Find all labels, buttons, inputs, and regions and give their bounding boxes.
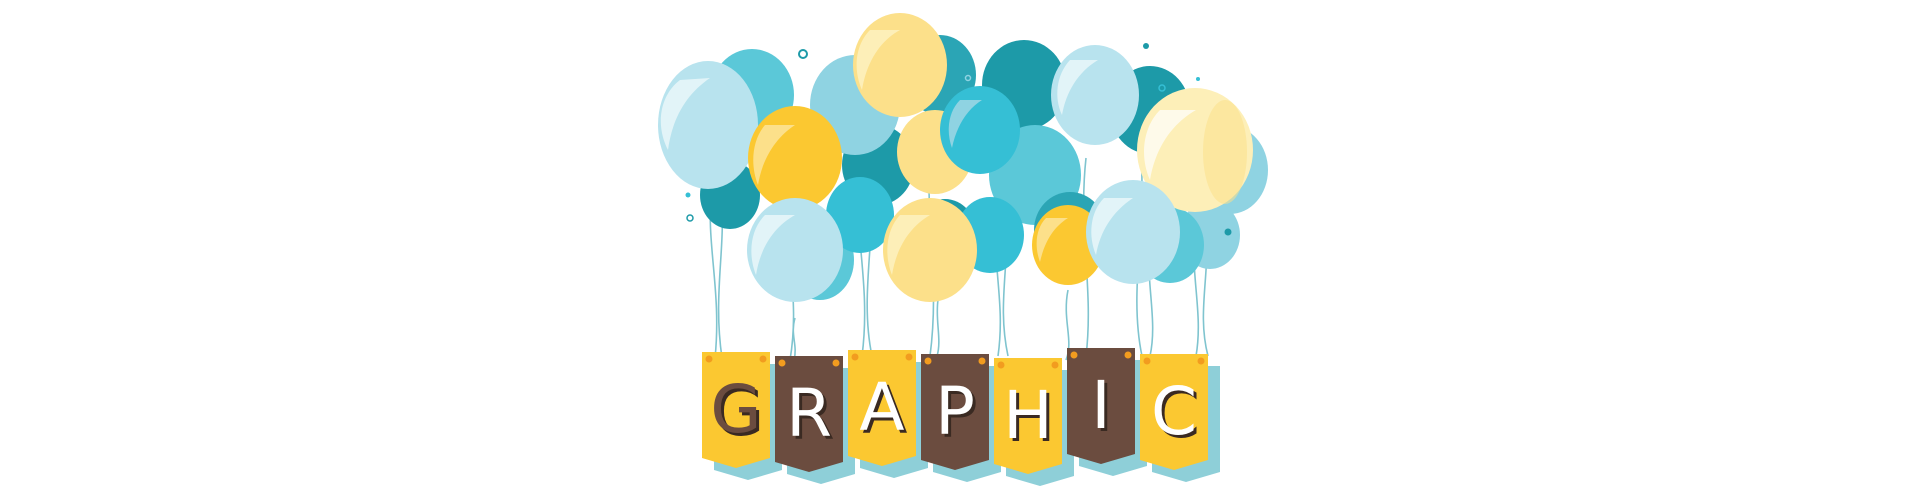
flag-body	[848, 350, 916, 466]
flag-letter-shadow: I	[1094, 370, 1113, 447]
flag-letter-shadow: C	[1154, 376, 1200, 453]
flag-body	[775, 356, 843, 472]
flag-pin	[997, 361, 1005, 369]
flag-letter-shadow: H	[1006, 380, 1056, 457]
banner-flag-c: CC	[1140, 354, 1220, 482]
flag-body	[994, 358, 1062, 474]
flag-pin	[1197, 357, 1205, 365]
flag-pin	[759, 355, 767, 363]
flag-pin	[1143, 357, 1151, 365]
banner-flag-g: GG	[702, 352, 782, 480]
flag-letter: I	[1091, 367, 1110, 444]
flag-body	[1140, 354, 1208, 470]
flag-letter: R	[786, 375, 832, 452]
flag-letter-shadow: A	[862, 372, 907, 449]
flag-pin	[851, 353, 859, 361]
flag-pin	[978, 357, 986, 365]
banner-flag-h: HH	[994, 358, 1074, 486]
flag-letter: G	[710, 371, 761, 448]
banner-flag-r: RR	[775, 356, 855, 484]
banner-flag-p: PP	[921, 354, 1001, 482]
flag-body	[702, 352, 770, 468]
flag-pin	[924, 357, 932, 365]
flag-pin	[1070, 351, 1078, 359]
flag-pin	[1051, 361, 1059, 369]
graphic-banner: GG RR AA PP HH II CC	[702, 348, 1220, 486]
flag-pin	[705, 355, 713, 363]
flag-pin	[832, 359, 840, 367]
flag-letter-shadow: G	[713, 374, 764, 451]
flag-body	[921, 354, 989, 470]
flag-letter-shadow: P	[938, 376, 978, 453]
banner-flag-a: AA	[848, 350, 928, 478]
banner-flag-i: II	[1067, 348, 1147, 476]
flag-pin	[1124, 351, 1132, 359]
flag-letter: P	[935, 373, 975, 450]
flag-letter: A	[859, 369, 904, 446]
flag-pin	[778, 359, 786, 367]
flag-letter: H	[1003, 377, 1053, 454]
flag-body	[1067, 348, 1135, 464]
balloons-front	[658, 13, 1253, 302]
confetti-dots	[685, 43, 1232, 236]
flag-letter: C	[1151, 373, 1197, 450]
flag-letter-shadow: R	[789, 378, 835, 455]
flag-pin	[905, 353, 913, 361]
